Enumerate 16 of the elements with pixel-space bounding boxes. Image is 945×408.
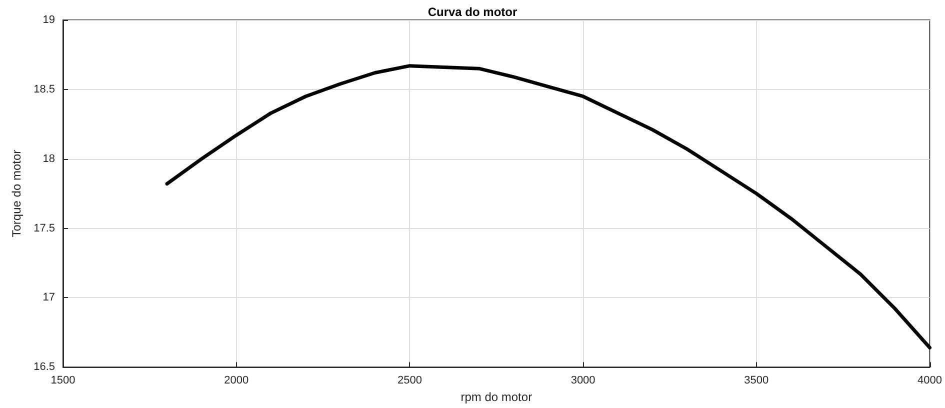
y-tick-label: 18	[42, 152, 55, 165]
x-tick-label: 3500	[744, 374, 769, 387]
y-tick-label: 18.5	[34, 83, 55, 96]
y-tick-label: 17.5	[34, 222, 55, 234]
x-tick-label: 3000	[570, 374, 596, 387]
y-tick-label: 19	[42, 14, 55, 26]
x-axis-title: rpm do motor	[460, 390, 532, 404]
y-tick-label: 17	[42, 292, 55, 304]
x-tick-label: 1500	[50, 374, 76, 387]
y-tick-label: 16.5	[34, 361, 55, 374]
line-series	[165, 64, 932, 350]
x-tick-label: 2500	[397, 374, 422, 387]
chart-title: Curva do motor	[428, 5, 518, 19]
y-axis-title: Torque do motor	[10, 150, 24, 238]
x-tick-label: 4000	[918, 374, 942, 387]
x-tick-label: 2000	[224, 374, 249, 387]
